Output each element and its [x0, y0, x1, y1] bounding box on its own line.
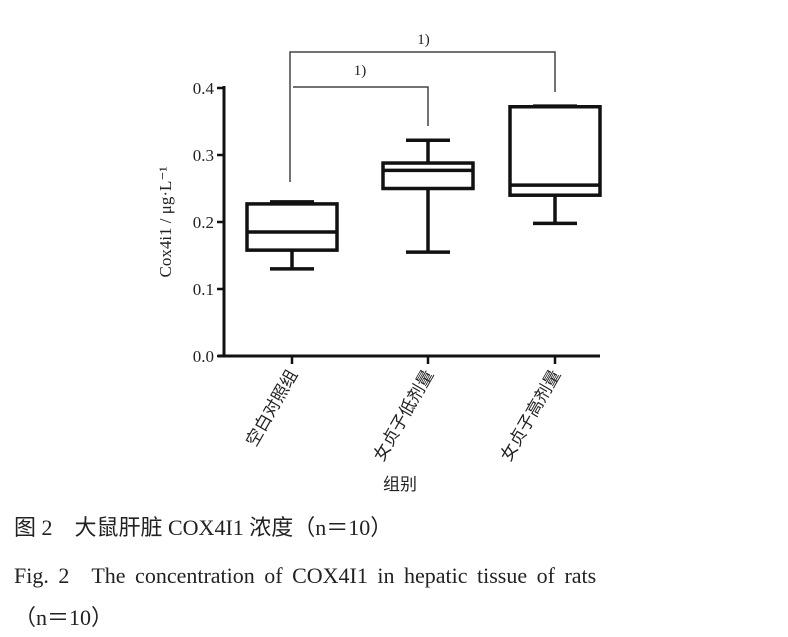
- box: [381, 161, 475, 191]
- box-plot-chart: 0.0 0.1 0.2 0.3 0.4 Cox4i1 / μg·L⁻¹ 空白对照组 女贞子低剂…: [156, 32, 602, 495]
- caption-en-line2: （n＝10）: [14, 605, 114, 630]
- y-tick-label: 0.3: [193, 146, 214, 165]
- significance-label-inner: 1): [354, 63, 367, 79]
- y-axis-label: Cox4i1 / μg·L⁻¹: [156, 166, 175, 277]
- y-tick-label: 0.1: [193, 280, 214, 299]
- y-tick-label: 0.2: [193, 213, 214, 232]
- x-axis-label: 组别: [383, 475, 417, 495]
- x-tick-label: 空白对照组: [243, 367, 303, 451]
- y-tick-label: 0.4: [193, 79, 215, 98]
- x-tick-label: 女贞子低剂量: [370, 367, 438, 465]
- y-tick-label: 0.0: [193, 347, 214, 366]
- box: [245, 202, 339, 252]
- significance-bracket-outer: [289, 51, 556, 182]
- caption-en-line1: Fig. 2 The concentration of COX4I1 in he…: [14, 563, 597, 588]
- significance-label-outer: 1): [417, 32, 430, 48]
- box: [508, 105, 602, 197]
- caption-cn: 图 2 大鼠肝脏 COX4I1 浓度（n＝10）: [14, 515, 393, 540]
- significance-bracket-inner: [293, 86, 429, 126]
- x-tick-label: 女贞子高剂量: [497, 367, 565, 465]
